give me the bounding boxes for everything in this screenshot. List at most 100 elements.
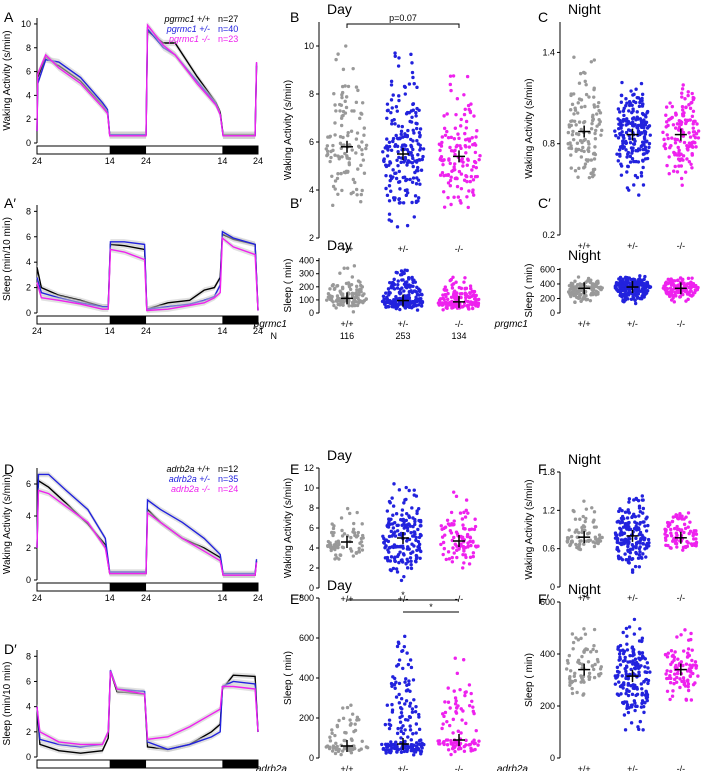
data-point (393, 559, 397, 563)
data-point (616, 126, 621, 131)
data-point (588, 675, 592, 679)
data-point (615, 692, 620, 696)
dark-period-bar (222, 583, 258, 591)
data-point (399, 710, 404, 715)
data-point (334, 109, 338, 113)
data-point (665, 133, 669, 137)
data-point (404, 518, 408, 523)
data-point (594, 128, 598, 133)
data-point (591, 152, 596, 156)
error-band (37, 471, 257, 577)
data-point (391, 136, 396, 141)
data-point (593, 662, 597, 667)
data-point (440, 535, 445, 539)
data-point (637, 565, 642, 569)
y-tick-label: 2 (26, 727, 31, 737)
y-tick-label: 4 (309, 543, 314, 553)
data-point (352, 109, 356, 113)
data-point (457, 136, 461, 141)
data-point (471, 551, 476, 555)
data-point (639, 119, 644, 124)
data-point (400, 278, 404, 282)
data-point (669, 144, 673, 148)
data-point (467, 295, 472, 300)
data-point (627, 625, 632, 629)
data-point (635, 115, 639, 119)
n-value: 134 (451, 331, 466, 341)
data-point (414, 744, 419, 749)
data-point (442, 126, 447, 131)
data-point (395, 158, 399, 162)
data-point (683, 526, 688, 531)
data-point (348, 287, 353, 292)
y-axis-title: Waking Activity (s/min) (524, 78, 535, 178)
data-point (351, 747, 355, 752)
data-point (419, 524, 423, 528)
data-point (592, 157, 597, 161)
data-point (459, 117, 463, 122)
data-point (455, 548, 459, 552)
data-point (593, 131, 597, 136)
data-point (669, 531, 673, 535)
data-point (390, 702, 394, 707)
data-point (417, 289, 422, 294)
data-point (570, 282, 574, 286)
data-point (471, 164, 476, 169)
data-point (627, 497, 632, 501)
data-point (413, 559, 418, 563)
data-point (679, 164, 684, 168)
data-point (410, 115, 414, 119)
data-point (391, 196, 396, 200)
data-point (626, 710, 631, 715)
y-tick-label: 2 (309, 233, 314, 243)
data-point (401, 143, 405, 147)
data-point (620, 144, 624, 149)
data-point (441, 540, 446, 545)
data-point (638, 522, 642, 526)
data-point (448, 178, 453, 183)
data-point (416, 527, 420, 532)
data-point (670, 694, 675, 698)
data-point (453, 293, 457, 297)
data-point (594, 525, 598, 529)
data-point (414, 182, 419, 186)
data-point (474, 728, 478, 733)
data-point (387, 199, 392, 203)
data-point (669, 669, 673, 674)
x-tick-label: +/- (398, 764, 409, 771)
data-point (409, 665, 414, 670)
data-point (414, 126, 419, 131)
data-point (463, 143, 467, 148)
data-point (341, 716, 346, 721)
data-point (643, 524, 647, 528)
data-point (615, 281, 619, 286)
x-tick-label: -/- (455, 244, 464, 254)
data-point (360, 112, 364, 116)
data-point (622, 136, 626, 140)
data-point (385, 509, 390, 513)
data-point (396, 124, 401, 128)
data-point (683, 628, 687, 632)
data-point (583, 104, 587, 109)
data-point (568, 683, 572, 687)
data-point (414, 494, 419, 498)
data-point (418, 749, 422, 753)
data-point (454, 280, 458, 284)
data-point (459, 124, 463, 128)
data-point (686, 684, 690, 689)
data-point (471, 540, 475, 544)
data-point (685, 655, 690, 659)
data-point (357, 546, 361, 551)
data-point (626, 522, 630, 526)
data-point (641, 147, 646, 152)
data-point (582, 149, 586, 154)
data-point (579, 636, 583, 641)
data-point (580, 662, 584, 667)
data-point (593, 145, 597, 149)
data-point (635, 110, 639, 114)
data-point (449, 135, 453, 140)
data-point (454, 699, 458, 703)
data-point (690, 153, 694, 157)
data-point (331, 533, 335, 538)
data-point (624, 130, 629, 135)
